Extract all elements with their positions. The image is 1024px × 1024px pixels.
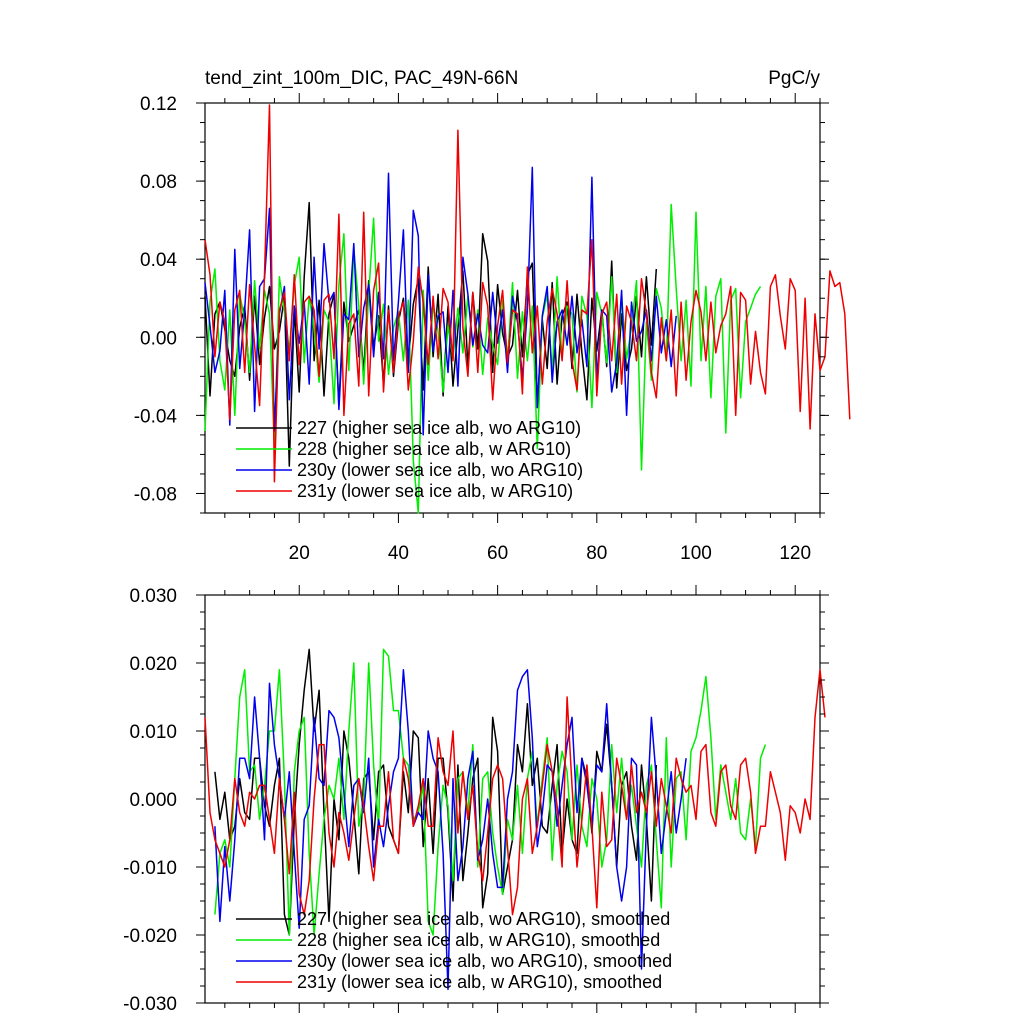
top-series-line-3 <box>204 166 677 436</box>
bottom-y-tick-label: -0.020 <box>123 926 177 947</box>
legend-label-231y: 231y (lower sea ice alb, w ARG10) <box>297 481 573 501</box>
top-chart: -0.08 -0.04 0.00 0.04 0.08 0.12 20 40 60 80 100 120 <box>134 93 851 564</box>
legend-label-227-smoothed: 227 (higher sea ice alb, wo ARG10), smoo… <box>297 909 670 929</box>
bottom-y-tick-label: 0.000 <box>129 790 177 811</box>
legend-label-231y-smoothed: 231y (lower sea ice alb, w ARG10), smoot… <box>297 972 662 992</box>
top-legend: 227 (higher sea ice alb, wo ARG10) 228 (… <box>236 418 583 501</box>
legend-label-227: 227 (higher sea ice alb, wo ARG10) <box>297 418 581 438</box>
top-x-tick-label: 60 <box>487 543 508 564</box>
bottom-series-line-3 <box>214 669 687 991</box>
bottom-y-tick-label: -0.030 <box>123 994 177 1015</box>
legend-label-228: 228 (higher sea ice alb, w ARG10) <box>297 439 571 459</box>
top-x-tick-label: 40 <box>388 543 409 564</box>
bottom-y-tick-label: 0.020 <box>129 654 177 675</box>
legend-label-230y-smoothed: 230y (lower sea ice alb, wo ARG10), smoo… <box>297 951 672 971</box>
top-chart-title: tend_zint_100m_DIC, PAC_49N-66N <box>205 68 518 89</box>
top-x-tick-label: 20 <box>289 543 310 564</box>
bottom-y-tick-label: 0.010 <box>129 722 177 743</box>
top-y-tick-label: 0.00 <box>140 328 177 349</box>
bottom-legend: 227 (higher sea ice alb, wo ARG10), smoo… <box>236 909 672 992</box>
legend-label-228-smoothed: 228 (higher sea ice alb, w ARG10), smoot… <box>297 930 660 950</box>
top-chart-units: PgC/y <box>768 68 820 89</box>
bottom-y-tick-label: -0.010 <box>123 858 177 879</box>
top-x-tick-label: 120 <box>779 543 811 564</box>
top-x-tick-label: 100 <box>680 543 712 564</box>
bottom-y-tick-label: 0.030 <box>129 586 177 607</box>
top-x-tick-label: 80 <box>586 543 607 564</box>
legend-label-230y: 230y (lower sea ice alb, wo ARG10) <box>297 460 583 480</box>
top-series-line-2 <box>204 203 762 514</box>
bottom-series-line-4 <box>204 669 826 916</box>
top-series-line-4 <box>204 104 851 483</box>
top-y-tick-label: 0.04 <box>140 250 177 271</box>
top-y-tick-label: -0.04 <box>134 406 178 427</box>
top-y-tick-label: 0.08 <box>140 172 177 193</box>
bottom-chart: -0.030 -0.020 -0.010 0.000 0.010 0.020 0.030 <box>123 585 829 1015</box>
top-y-tick-label: 0.12 <box>140 94 177 115</box>
top-y-tick-label: -0.08 <box>134 484 177 505</box>
